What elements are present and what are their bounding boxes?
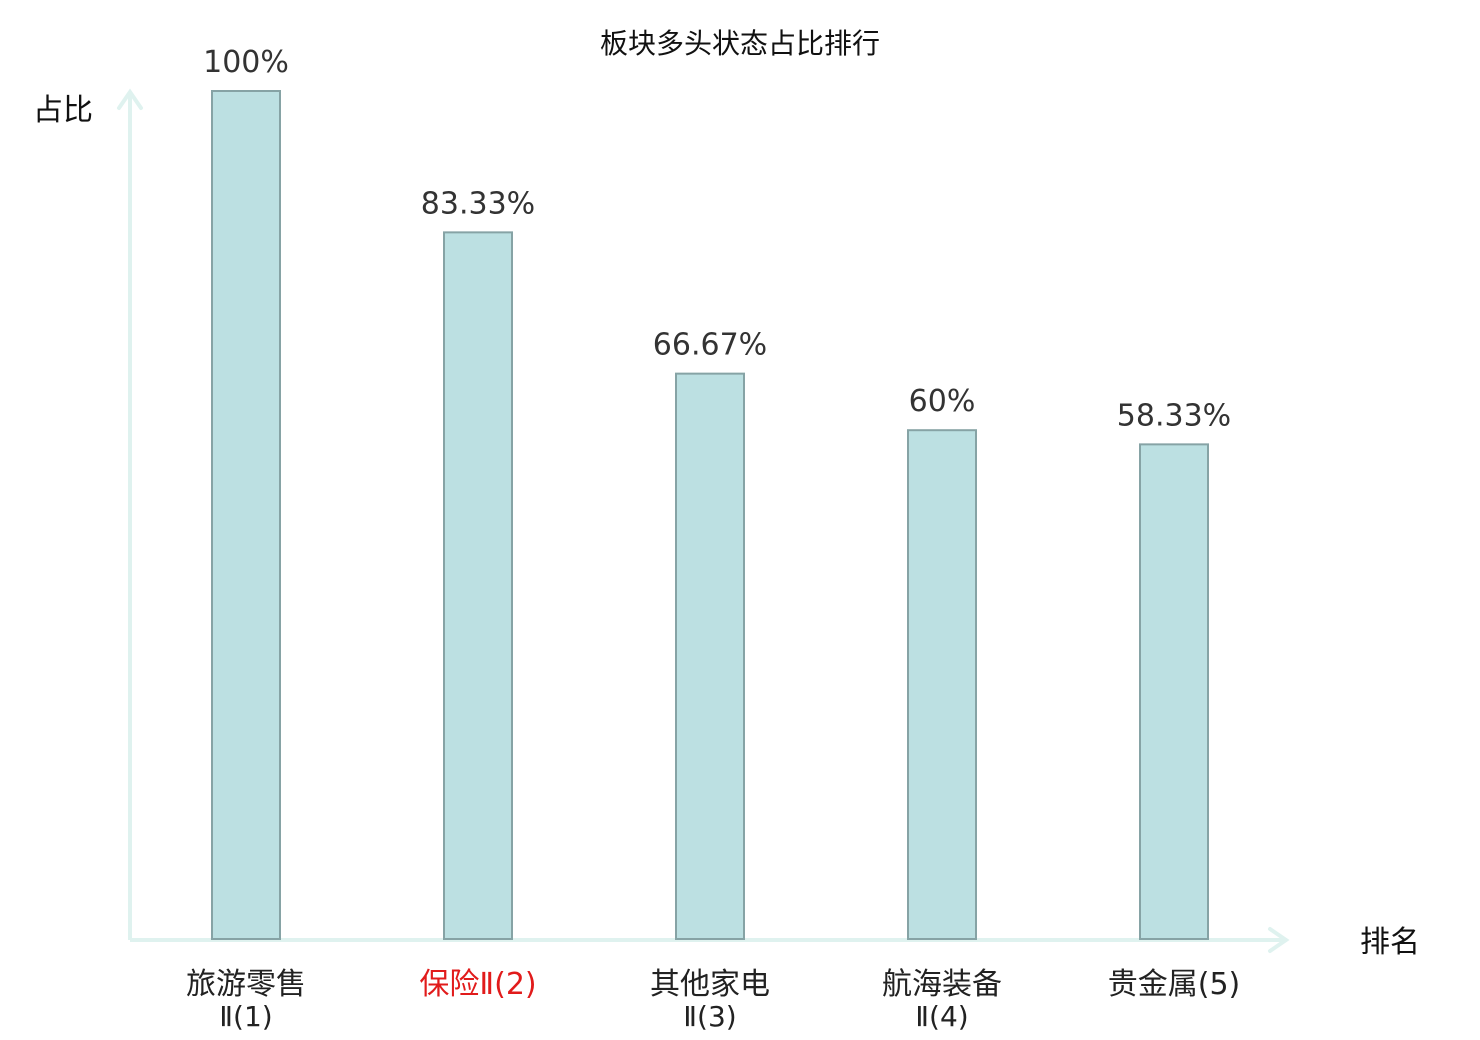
x-axis-label: 排名 xyxy=(1360,925,1420,960)
value-label-2: 83.33% xyxy=(421,186,535,221)
bar-1 xyxy=(211,90,281,940)
value-label-3: 66.67% xyxy=(653,328,767,363)
bars-group xyxy=(211,90,1209,941)
value-labels-group: 100% 83.33% 66.67% 60% 58.33% xyxy=(203,45,1231,433)
category-label-3: 其他家电 xyxy=(650,967,770,1002)
bar-4 xyxy=(907,429,977,940)
category-label-4: 航海装备 xyxy=(882,967,1002,1002)
value-label-1: 100% xyxy=(203,45,289,80)
category-sublabel-3: Ⅱ(3) xyxy=(683,1000,736,1033)
x-axis-arrow xyxy=(1268,927,1290,953)
y-axis-arrow xyxy=(117,88,143,110)
value-label-4: 60% xyxy=(909,384,976,419)
category-label-1: 旅游零售 xyxy=(186,967,306,1002)
bar-5 xyxy=(1139,443,1209,940)
category-sublabel-1: Ⅱ(1) xyxy=(219,1000,272,1033)
bar-2 xyxy=(443,231,513,941)
value-label-5: 58.33% xyxy=(1117,398,1231,433)
bar-3 xyxy=(675,372,745,940)
category-sublabel-4: Ⅱ(4) xyxy=(915,1000,968,1033)
category-label-2: 保险Ⅱ(2) xyxy=(419,967,536,1002)
chart-title: 板块多头状态占比排行 xyxy=(600,27,880,60)
category-label-5: 贵金属(5) xyxy=(1108,967,1241,1002)
y-axis-label: 占比 xyxy=(33,93,93,128)
